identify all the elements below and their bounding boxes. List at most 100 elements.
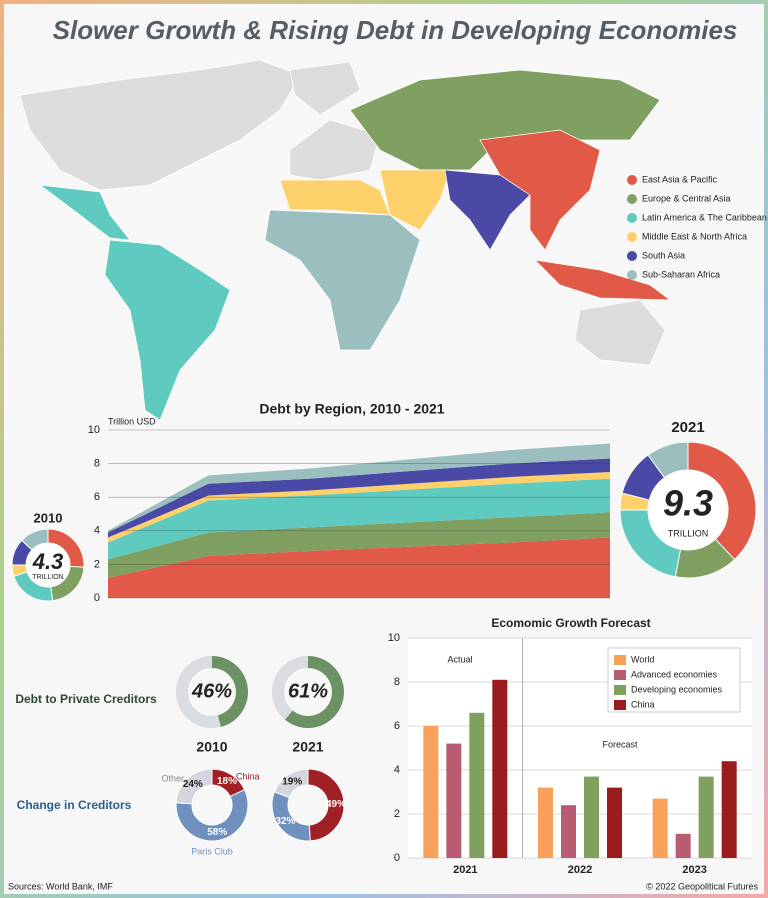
region-shape bbox=[379, 169, 451, 231]
legend-label: World bbox=[631, 654, 654, 664]
bar bbox=[698, 776, 714, 858]
legend-label: Sub-Saharan Africa bbox=[642, 269, 720, 279]
area bbox=[108, 472, 610, 543]
pie-segment bbox=[175, 768, 213, 805]
pie-segment bbox=[273, 768, 309, 799]
y-tick-label: 4 bbox=[394, 764, 400, 776]
world-map bbox=[19, 59, 672, 421]
y-axis-label: Trillion USD bbox=[108, 416, 156, 426]
legend-label: Developing economies bbox=[631, 684, 723, 694]
bar bbox=[584, 776, 599, 858]
gauge-label: 61% bbox=[288, 680, 328, 702]
legend-swatch bbox=[627, 175, 637, 185]
donut-title: 2010 bbox=[34, 510, 63, 525]
legend-swatch bbox=[627, 251, 637, 261]
legend-swatch bbox=[627, 213, 637, 223]
legend-label: Latin America & The Caribbean bbox=[642, 212, 767, 222]
donut-segment bbox=[687, 441, 757, 561]
pie-label: 32% bbox=[275, 816, 295, 827]
segment-name: Paris Club bbox=[191, 846, 233, 856]
y-tick-label: 4 bbox=[94, 525, 100, 537]
chart-title: Ecomomic Growth Forecast bbox=[491, 616, 650, 630]
donut-total: 4.3 bbox=[32, 549, 64, 574]
legend-swatch bbox=[614, 655, 626, 665]
year-label: 2021 bbox=[292, 739, 323, 755]
bar bbox=[446, 743, 462, 858]
region-shape bbox=[264, 209, 421, 351]
pie-label: 24% bbox=[183, 779, 203, 790]
bar bbox=[675, 833, 691, 858]
region-shape bbox=[104, 239, 231, 421]
y-tick-label: 8 bbox=[94, 458, 100, 470]
legend-swatch bbox=[627, 270, 637, 280]
legend-label: Middle East & North Africa bbox=[642, 231, 747, 241]
y-tick-label: 10 bbox=[88, 424, 100, 436]
donut-center bbox=[649, 471, 727, 549]
y-tick-label: 6 bbox=[394, 720, 400, 732]
annotation: Actual bbox=[447, 654, 472, 664]
bar bbox=[538, 787, 553, 858]
bar bbox=[721, 761, 737, 858]
pie-segment bbox=[307, 768, 345, 842]
bar bbox=[469, 712, 485, 858]
legend-label: South Asia bbox=[642, 250, 685, 260]
region-shape bbox=[533, 259, 672, 301]
legend-label: Europe & Central Asia bbox=[642, 193, 731, 203]
pie-segment bbox=[175, 789, 249, 842]
pie-label: 58% bbox=[207, 827, 227, 838]
bar bbox=[652, 798, 668, 858]
legend-swatch bbox=[627, 194, 637, 204]
x-tick-label: 2022 bbox=[568, 864, 592, 876]
gauge-label: 46% bbox=[191, 680, 232, 702]
donut-unit: TRILLION bbox=[668, 528, 709, 538]
y-tick-label: 0 bbox=[394, 852, 400, 864]
bar bbox=[423, 726, 439, 858]
chart-title: Debt by Region, 2010 - 2021 bbox=[259, 401, 444, 417]
y-tick-label: 2 bbox=[394, 808, 400, 820]
legend-swatch bbox=[614, 700, 626, 710]
y-tick-label: 2 bbox=[94, 558, 100, 570]
x-tick-label: 2023 bbox=[682, 864, 706, 876]
gauge-arc bbox=[285, 656, 344, 729]
donut-total: 9.3 bbox=[663, 483, 713, 524]
annotation: Forecast bbox=[602, 739, 638, 749]
north-america bbox=[19, 59, 301, 191]
page-title: Slower Growth & Rising Debt in Developin… bbox=[53, 15, 738, 45]
donut-segment bbox=[21, 528, 49, 551]
region-shape bbox=[349, 69, 661, 171]
pie-label: 49% bbox=[326, 799, 346, 810]
y-tick-label: 10 bbox=[388, 632, 400, 644]
greenland bbox=[289, 61, 361, 116]
donut-segment bbox=[647, 441, 689, 479]
pie-label: 19% bbox=[282, 776, 302, 787]
pie-title: Change in Creditors bbox=[17, 798, 132, 812]
year-label: 2010 bbox=[196, 739, 227, 755]
region-shape bbox=[479, 129, 601, 251]
donut-unit: TRILLION bbox=[32, 574, 64, 581]
area bbox=[108, 458, 610, 538]
gauge-arc bbox=[212, 656, 249, 727]
legend-label: Advanced economies bbox=[631, 669, 718, 679]
bar bbox=[561, 805, 576, 858]
legend-label: East Asia & Pacific bbox=[642, 174, 718, 184]
x-tick-label: 2021 bbox=[453, 864, 477, 876]
copyright: © 2022 Geopolitical Futures bbox=[646, 881, 758, 891]
legend-swatch bbox=[614, 670, 626, 680]
area bbox=[108, 443, 610, 533]
donut-center bbox=[27, 544, 69, 586]
area bbox=[108, 478, 610, 560]
bar bbox=[607, 787, 622, 858]
area bbox=[108, 537, 610, 598]
australia bbox=[574, 299, 666, 366]
pie-label: 18% bbox=[217, 776, 237, 787]
y-tick-label: 8 bbox=[394, 676, 400, 688]
legend-box bbox=[607, 647, 741, 713]
segment-name: China bbox=[236, 771, 260, 781]
europe bbox=[289, 119, 381, 181]
region-shape bbox=[38, 184, 131, 241]
donut-title: 2021 bbox=[671, 419, 704, 436]
legend-swatch bbox=[614, 685, 626, 695]
area bbox=[108, 512, 610, 578]
legend-swatch bbox=[627, 232, 637, 242]
